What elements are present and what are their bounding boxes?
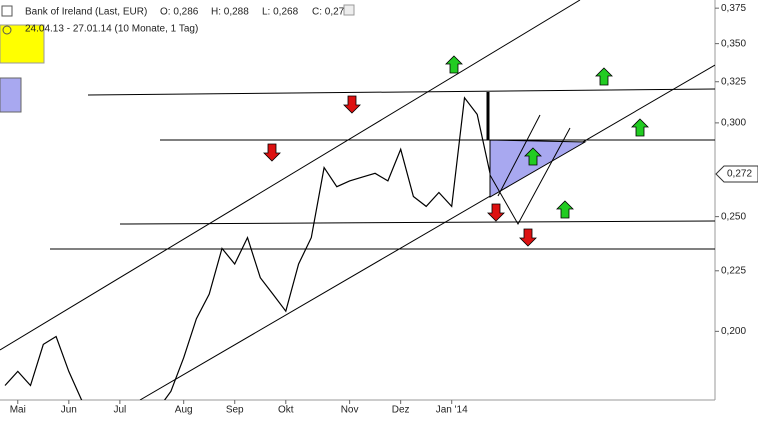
ohlc-label: L: 0,268 <box>262 7 299 18</box>
x-tick-label: Nov <box>341 405 359 416</box>
scenario-line <box>489 127 571 226</box>
x-tick-label: Okt <box>278 405 294 416</box>
x-tick-label: Jun <box>61 405 77 416</box>
y-tick-label: 0,375 <box>721 3 746 14</box>
x-tick-label: Mai <box>10 405 26 416</box>
y-tick-label: 0,250 <box>721 211 746 222</box>
chart-title: Bank of Ireland (Last, EUR) <box>25 7 147 18</box>
y-tick-label: 0,350 <box>721 38 746 49</box>
x-tick-label: Sep <box>226 405 244 416</box>
triangle <box>489 139 587 198</box>
close-button[interactable] <box>343 4 355 16</box>
last-price: 0,272 <box>727 169 752 180</box>
trend-line <box>0 0 581 351</box>
chart-subtitle: 24.04.13 - 27.01.14 (10 Monate, 1 Tag) <box>25 24 198 35</box>
y-tick-label: 0,225 <box>721 265 746 276</box>
x-tick-label: Dez <box>392 405 410 416</box>
level-line <box>119 220 715 225</box>
trend-line <box>139 64 715 400</box>
ohlc-label: O: 0,286 <box>160 7 199 18</box>
y-tick-label: 0,200 <box>721 326 746 337</box>
x-tick-label: Aug <box>175 405 193 416</box>
icon[interactable] <box>1 5 13 17</box>
side-box <box>0 24 45 64</box>
icon[interactable] <box>2 25 12 35</box>
drawings <box>0 0 715 400</box>
ohlc-label: C: 0,272 <box>312 7 350 18</box>
x-tick-label: Jul <box>113 405 126 416</box>
scenario-line <box>497 114 541 197</box>
side-box <box>0 77 22 113</box>
price-series <box>4 96 491 400</box>
price-line <box>4 96 491 400</box>
price-marker <box>715 165 758 183</box>
y-tick-label: 0,300 <box>721 118 746 129</box>
y-tick-label: 0,325 <box>721 76 746 87</box>
ohlc-label: H: 0,288 <box>211 7 249 18</box>
level-line <box>87 88 715 96</box>
x-tick-label: Jan '14 <box>436 405 468 416</box>
